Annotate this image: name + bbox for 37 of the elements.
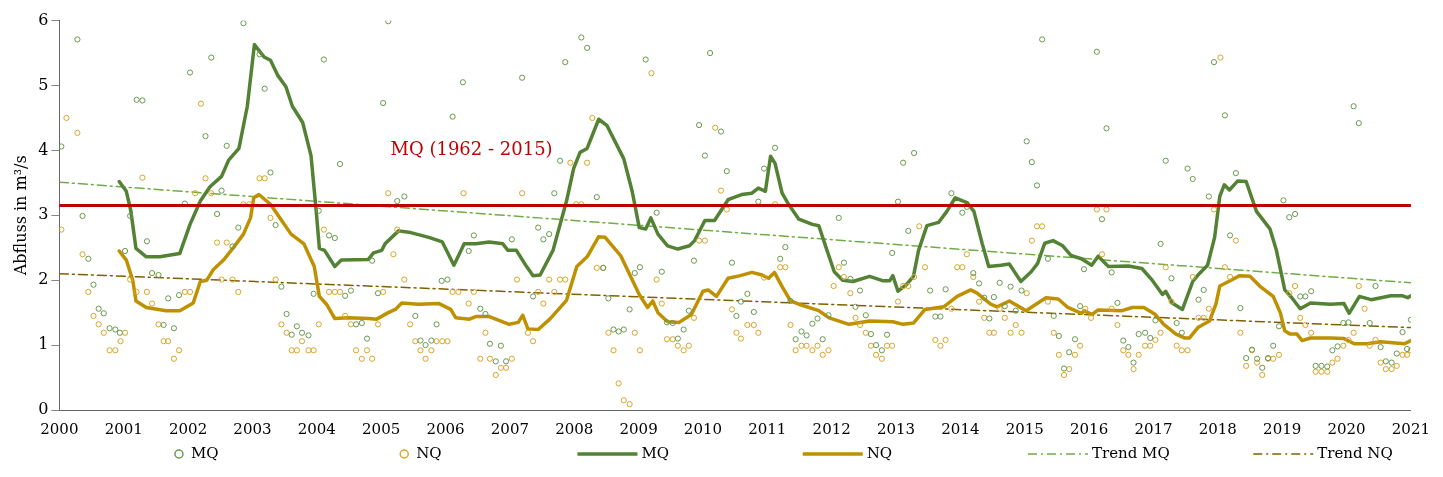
x-tick-label: 2016 xyxy=(1070,419,1109,438)
x-tick-label: 2013 xyxy=(876,419,916,438)
x-tick-label: 2005 xyxy=(362,419,401,438)
ref-line-label: MQ (1962 - 2015) xyxy=(390,138,553,160)
legend-label: Trend MQ xyxy=(1091,443,1170,462)
x-tick-label: 2011 xyxy=(748,419,787,438)
x-tick-label: 2009 xyxy=(619,419,658,438)
y-tick-label: 4 xyxy=(38,139,49,159)
x-tick-label: 2004 xyxy=(297,419,336,438)
y-tick-label: 1 xyxy=(38,334,49,354)
x-tick-label: 2006 xyxy=(426,419,465,438)
legend-label: MQ xyxy=(190,443,219,462)
x-tick-label: 2019 xyxy=(1263,419,1302,438)
legend-label: NQ xyxy=(416,443,442,462)
x-tick-label: 2020 xyxy=(1327,419,1366,438)
legend-label: MQ xyxy=(641,443,670,462)
legend-label: Trend NQ xyxy=(1317,443,1393,462)
x-tick-label: 2018 xyxy=(1198,419,1237,438)
legend-label: NQ xyxy=(866,443,893,462)
x-tick-label: 2007 xyxy=(490,419,529,438)
y-tick-label: 0 xyxy=(38,399,49,419)
y-tick-label: 6 xyxy=(38,9,49,29)
y-tick-label: 5 xyxy=(38,74,49,94)
x-tick-label: 2001 xyxy=(104,419,143,438)
x-tick-label: 2015 xyxy=(1005,419,1044,438)
y-tick-label: 2 xyxy=(38,269,49,289)
y-axis-title: Abfluss in m³/s xyxy=(10,155,30,277)
x-tick-label: 2002 xyxy=(169,419,208,438)
x-tick-label: 2014 xyxy=(941,419,980,438)
x-tick-label: 2010 xyxy=(683,419,723,438)
x-tick-label: 2012 xyxy=(812,419,851,438)
x-tick-label: 2000 xyxy=(40,419,79,438)
y-tick-label: 3 xyxy=(38,204,49,224)
x-tick-label: 2017 xyxy=(1134,419,1173,438)
x-tick-label: 2003 xyxy=(233,419,272,438)
x-tick-label: 2021 xyxy=(1391,419,1431,438)
x-tick-label: 2008 xyxy=(555,419,594,438)
